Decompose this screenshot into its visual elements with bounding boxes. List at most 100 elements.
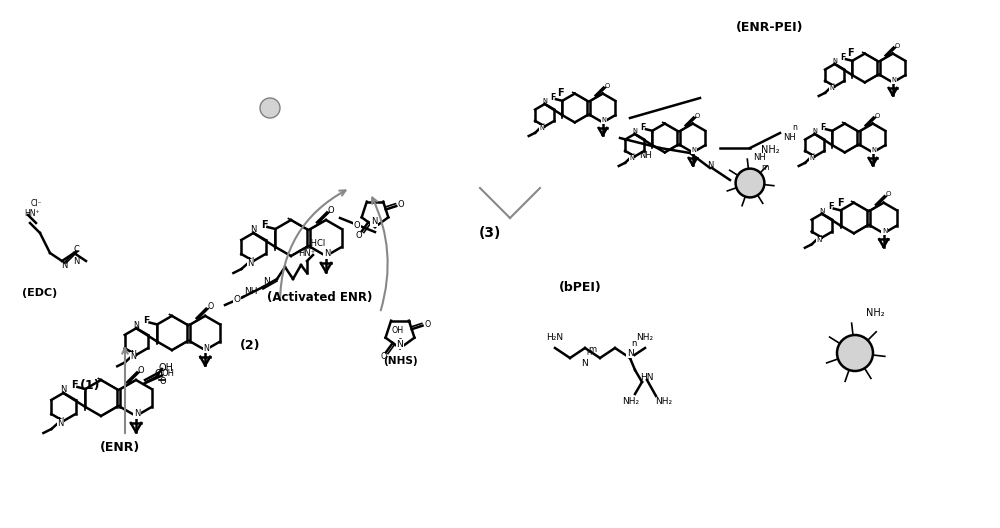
Text: NH: NH [639, 152, 651, 161]
Text: F: F [557, 88, 563, 98]
Text: OH: OH [158, 363, 174, 373]
Text: N: N [816, 237, 822, 242]
Text: NH₂: NH₂ [636, 334, 654, 343]
Text: N: N [632, 128, 637, 134]
Text: N: N [542, 98, 547, 104]
Text: H: H [586, 350, 592, 356]
Text: OH: OH [162, 369, 175, 378]
Text: O: O [875, 112, 880, 118]
Text: F: F [820, 122, 826, 131]
Text: N: N [871, 147, 876, 154]
Text: N: N [809, 154, 814, 159]
Text: NH: NH [754, 154, 766, 163]
Text: HN: HN [640, 372, 654, 382]
Text: N: N [691, 147, 696, 154]
Text: N: N [582, 359, 588, 367]
Text: n: n [793, 124, 797, 133]
Text: N: N [629, 155, 634, 162]
Text: (Activated ENR): (Activated ENR) [267, 291, 373, 305]
Text: N: N [264, 277, 270, 286]
Text: O: O [424, 319, 430, 328]
Text: N: N [812, 128, 817, 134]
Text: O: O [160, 377, 166, 386]
Text: N: N [203, 344, 209, 353]
Text: N: N [397, 340, 403, 348]
Text: N: N [829, 83, 834, 89]
Text: NH: NH [244, 287, 258, 296]
Text: F: F [828, 202, 834, 211]
Text: N: N [601, 117, 606, 124]
Text: H₂N: H₂N [546, 334, 564, 343]
Text: O: O [207, 302, 213, 311]
Text: N: N [809, 155, 814, 162]
Text: N: N [832, 58, 837, 64]
Text: N: N [60, 385, 67, 394]
Text: (2): (2) [240, 338, 260, 352]
Text: NH₂: NH₂ [866, 308, 884, 318]
Text: (1): (1) [80, 380, 100, 392]
Text: O: O [380, 352, 386, 361]
Text: NH₂: NH₂ [761, 145, 779, 155]
Text: N: N [57, 419, 64, 428]
Text: F: F [840, 53, 846, 62]
Text: O: O [695, 112, 700, 118]
Text: F: F [847, 48, 853, 58]
Text: m: m [588, 345, 596, 354]
Text: N: N [247, 257, 254, 266]
Text: HN⁺: HN⁺ [298, 249, 316, 258]
Text: O: O [356, 231, 362, 240]
Text: N: N [829, 86, 834, 91]
Text: NH: NH [784, 134, 796, 143]
Text: N: N [130, 352, 136, 361]
Text: N: N [324, 250, 330, 259]
Text: N: N [707, 162, 713, 171]
Text: NH₂: NH₂ [655, 398, 673, 407]
Circle shape [260, 98, 280, 118]
Text: N: N [133, 320, 139, 330]
Text: F: F [837, 198, 843, 208]
Text: (EDC): (EDC) [22, 288, 58, 298]
Text: N: N [819, 208, 825, 214]
Text: F: F [640, 122, 646, 131]
Text: Cl⁻: Cl⁻ [30, 199, 42, 208]
Text: N: N [250, 225, 257, 234]
Text: N: N [882, 228, 887, 234]
Text: O: O [154, 369, 162, 379]
Text: O: O [398, 200, 404, 209]
Text: N: N [371, 218, 377, 227]
Text: NH₂: NH₂ [622, 398, 640, 407]
Text: N: N [134, 410, 140, 419]
Text: OH: OH [392, 326, 404, 335]
Text: O: O [886, 191, 891, 197]
Text: O: O [328, 206, 334, 215]
Text: N: N [57, 417, 64, 426]
Text: (NHS): (NHS) [383, 356, 417, 366]
Text: O: O [234, 296, 240, 305]
Text: F: F [71, 380, 78, 390]
Text: HN⁺: HN⁺ [24, 209, 40, 218]
Text: N: N [627, 348, 633, 357]
Text: N: N [61, 260, 67, 269]
Text: N: N [539, 124, 544, 129]
Text: N: N [73, 257, 79, 266]
Text: ·HCl: ·HCl [308, 239, 326, 248]
Text: N: N [130, 351, 136, 360]
Text: O: O [354, 221, 360, 230]
Text: N: N [629, 154, 634, 159]
Text: F: F [550, 93, 556, 102]
Text: m: m [761, 164, 769, 173]
Circle shape [837, 335, 873, 371]
Text: N: N [816, 234, 822, 241]
Text: F: F [261, 220, 268, 230]
Text: F: F [143, 316, 150, 325]
Text: N: N [247, 259, 254, 268]
Text: n: n [631, 340, 637, 348]
Text: (ENR): (ENR) [100, 441, 140, 455]
Text: (ENR-PEI): (ENR-PEI) [736, 22, 804, 34]
Text: O: O [605, 82, 610, 89]
Text: (bPEI): (bPEI) [559, 281, 601, 295]
Text: C: C [73, 244, 79, 253]
Circle shape [736, 168, 764, 197]
Text: O: O [138, 366, 144, 375]
Text: N: N [891, 78, 896, 83]
